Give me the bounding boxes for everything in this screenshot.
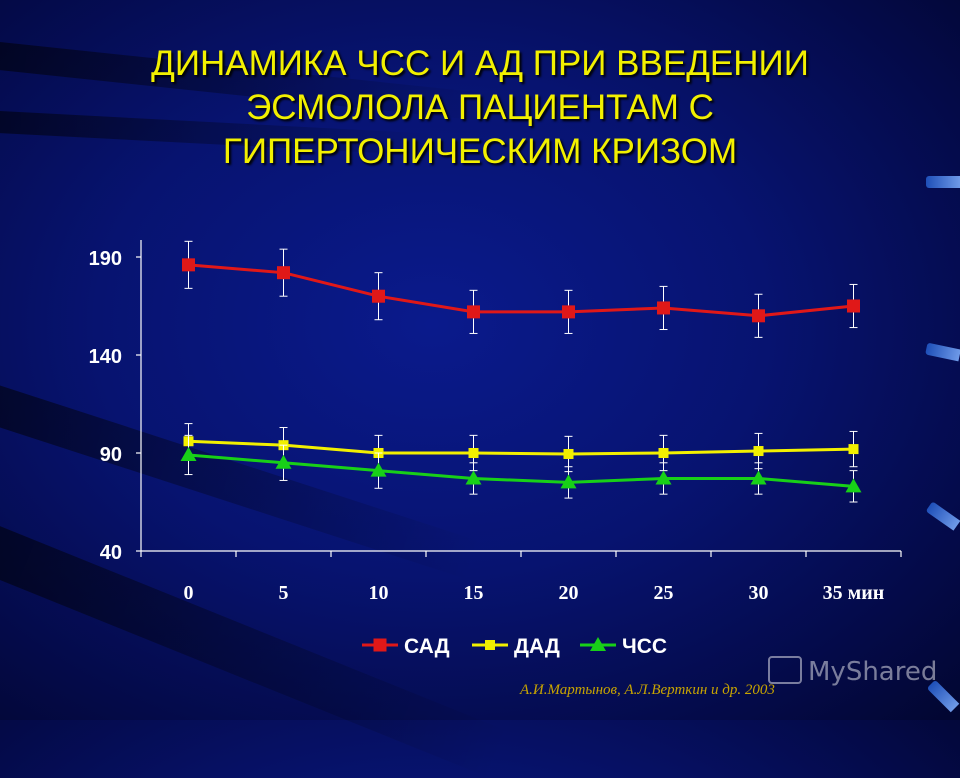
- legend-label: ЧСС: [622, 635, 667, 658]
- series-line: [188, 263, 854, 318]
- series-line: [188, 439, 854, 456]
- data-point: [847, 299, 860, 313]
- title-line-3: ГИПЕРТОНИЧЕСКИМ КРИЗОМ: [222, 132, 738, 171]
- data-point: [562, 305, 575, 319]
- x-tick-label: 30: [749, 582, 769, 604]
- data-point: [752, 309, 765, 323]
- data-point: [848, 444, 859, 455]
- legend-marker: [373, 638, 387, 652]
- series-line: [188, 453, 854, 488]
- data-point: [370, 462, 387, 477]
- data-point: [560, 474, 577, 489]
- title-line-1: ДИНАМИКА ЧСС И АД ПРИ ВВЕДЕНИИ: [151, 44, 809, 83]
- slide-edge-mark: [926, 176, 960, 188]
- y-tick-label: 90: [100, 444, 122, 466]
- x-tick-label: 25: [654, 582, 674, 604]
- data-point: [275, 454, 292, 469]
- watermark-text: MyShared: [808, 657, 938, 687]
- data-point: [180, 446, 197, 461]
- legend-label: САД: [404, 635, 450, 658]
- data-point: [467, 305, 480, 319]
- slide-title: ДИНАМИКА ЧСС И АД ПРИ ВВЕДЕНИИ ЭСМОЛОЛА …: [60, 42, 900, 174]
- x-tick-label: 15: [464, 582, 484, 604]
- x-tick-label: 35 мин: [823, 582, 885, 604]
- data-point: [657, 301, 670, 315]
- data-point: [658, 448, 669, 458]
- y-tick-label: 190: [89, 248, 122, 270]
- legend-marker: [590, 637, 606, 651]
- y-tick-label: 140: [89, 346, 122, 368]
- x-tick-label: 10: [369, 582, 389, 604]
- citation: А.И.Мартынов, А.Л.Верткин и др. 2003: [520, 682, 775, 698]
- data-point: [753, 446, 764, 457]
- data-point: [465, 470, 482, 485]
- presentation-icon: [768, 656, 802, 684]
- data-point: [277, 266, 290, 280]
- y-tick-label: 40: [100, 542, 122, 564]
- data-point: [182, 258, 195, 272]
- title-line-2: ЭСМОЛОЛА ПАЦИЕНТАМ С: [246, 88, 714, 127]
- data-point: [468, 448, 479, 458]
- line-chart: 40 90 140 190 0 5 10 15 20 25 30 35 мин САД ДАД ЧСС: [89, 248, 885, 658]
- x-tick-label: 0: [184, 582, 194, 604]
- x-tick-label: 20: [559, 582, 579, 604]
- data-point: [372, 289, 385, 303]
- data-point: [563, 448, 574, 459]
- data-point: [750, 470, 767, 485]
- data-point: [845, 478, 862, 493]
- data-point: [655, 470, 672, 485]
- x-tick-label: 5: [279, 582, 289, 604]
- watermark: MyShared: [768, 656, 937, 687]
- legend-marker: [485, 640, 495, 650]
- legend-label: ДАД: [514, 635, 560, 658]
